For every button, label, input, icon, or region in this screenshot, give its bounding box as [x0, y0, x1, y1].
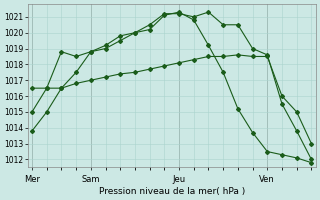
X-axis label: Pression niveau de la mer( hPa ): Pression niveau de la mer( hPa ) [99, 187, 245, 196]
